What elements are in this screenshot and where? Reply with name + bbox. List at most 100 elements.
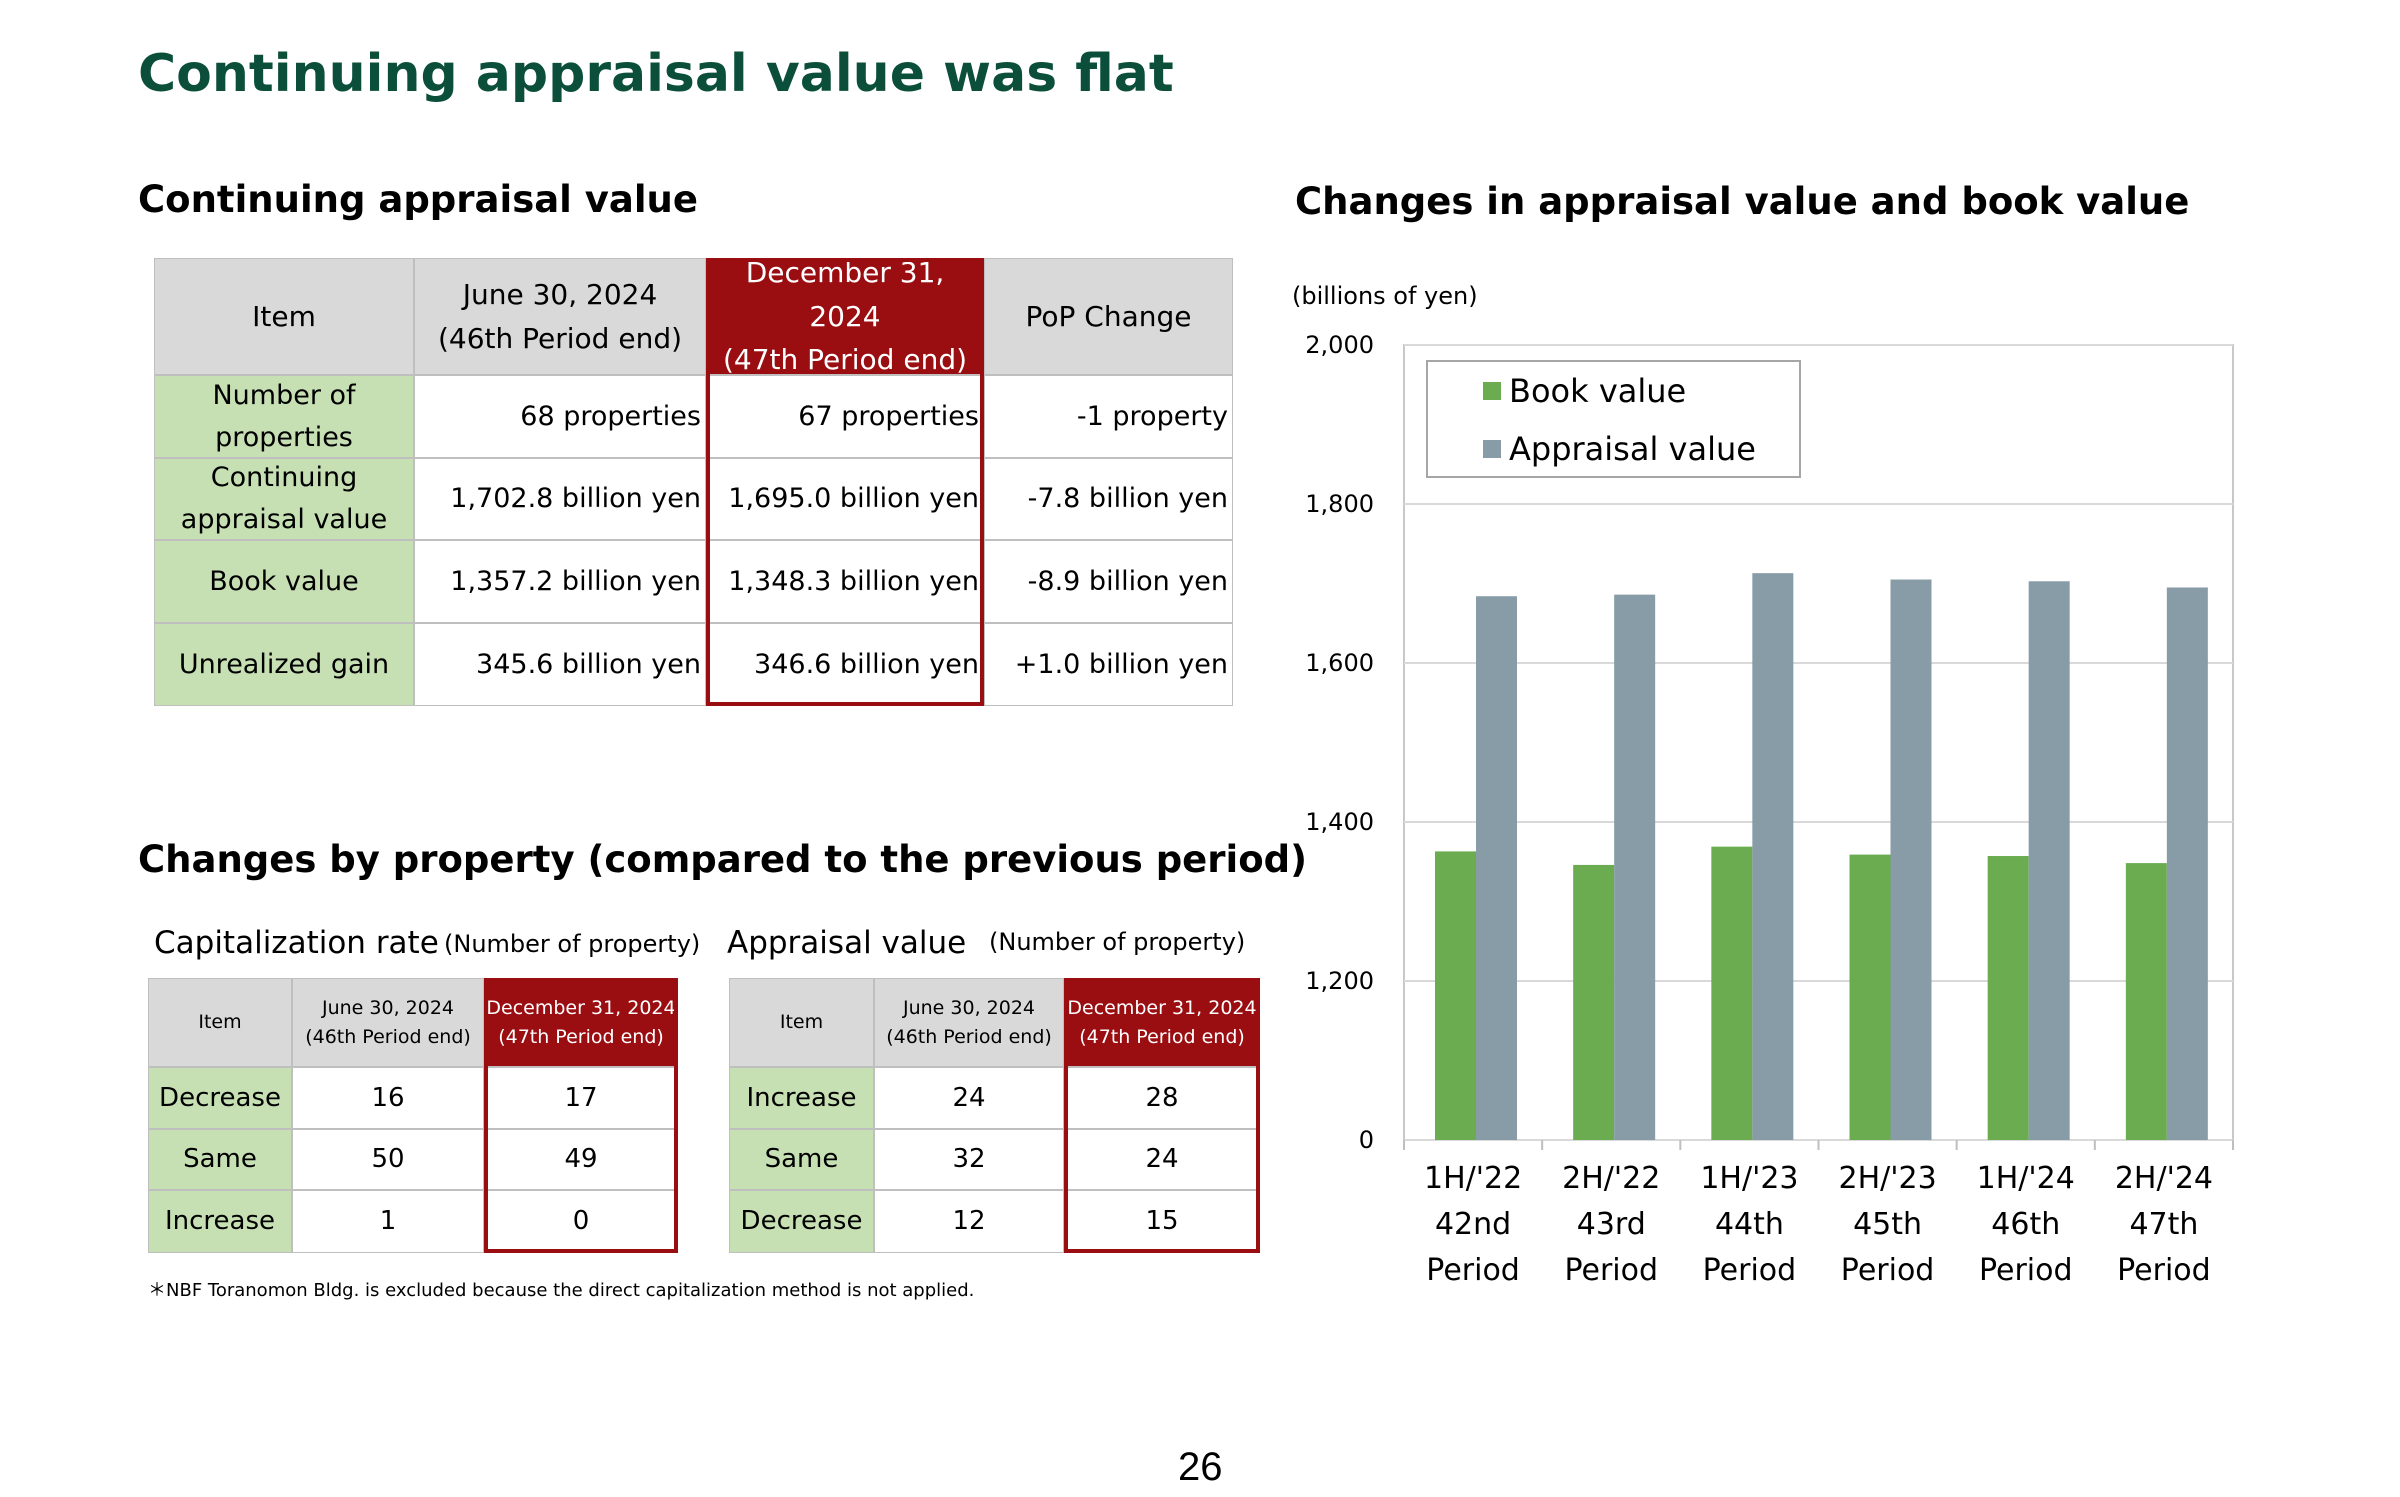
cell-text: 49	[564, 1144, 598, 1175]
cell-text: 345.6 billion yen	[476, 648, 701, 680]
bar	[1573, 864, 1615, 1140]
cell-text: 28	[1145, 1082, 1179, 1113]
x-tick-label: Period	[1841, 1253, 1935, 1288]
header-cell: Item	[154, 258, 414, 375]
y-tick-label: 1,800	[1305, 490, 1374, 518]
table-cell: -7.8 billion yen	[984, 458, 1233, 540]
x-tick-label: Period	[1703, 1253, 1797, 1288]
x-tick-label: 45th	[1853, 1207, 1922, 1242]
table-cell: 346.6 billion yen	[706, 623, 984, 706]
bar	[1849, 854, 1891, 1140]
cell-text: Same	[183, 1144, 257, 1175]
x-tick-label: 1H/'24	[1977, 1161, 2075, 1196]
y-tick-label: 1,200	[1305, 967, 1374, 995]
cell-text: 17	[564, 1082, 598, 1113]
header-cell: June 30, 2024 (46th Period end)	[414, 258, 706, 375]
cell-text: 68 properties	[520, 400, 701, 432]
bar	[1987, 856, 2029, 1140]
cell-text: properties	[215, 421, 353, 453]
table-note: (Number of property)	[989, 928, 1246, 956]
x-tick-label: 44th	[1715, 1207, 1784, 1242]
table-cell: 1	[292, 1190, 484, 1253]
bar	[2166, 587, 2208, 1140]
cell-text: December 31, 2024	[486, 997, 676, 1019]
table-note: (Number of property)	[444, 930, 701, 958]
y-tick-label: 1,600	[1305, 649, 1374, 677]
cell-text: (47th Period end)	[1079, 1025, 1245, 1048]
x-tick-label: 2H/'24	[2115, 1161, 2213, 1196]
page-number: 26	[1178, 1445, 1223, 1489]
table-cell: 12	[874, 1190, 1064, 1253]
x-tick-label: 2H/'23	[1838, 1161, 1936, 1196]
header-cell: June 30, 2024 (46th Period end)	[292, 978, 484, 1067]
bar	[1614, 594, 1656, 1140]
cell-text: 12	[952, 1206, 986, 1237]
cell-text: 1,695.0 billion yen	[728, 483, 979, 515]
table-cell: 1,695.0 billion yen	[706, 458, 984, 540]
cell-text: +1.0 billion yen	[1014, 648, 1228, 680]
cell-text: PoP Change	[1025, 299, 1192, 333]
bar	[1711, 846, 1753, 1140]
header-cell: December 31, 2024 (47th Period end)	[484, 978, 678, 1067]
y-tick-label: 1,400	[1305, 808, 1374, 836]
cell-text: Increase	[746, 1082, 857, 1113]
table-cell: 24	[1064, 1129, 1260, 1190]
cell-text: 346.6 billion yen	[754, 648, 979, 680]
y-tick-label: 2,000	[1305, 331, 1374, 359]
table-cell: 68 properties	[414, 375, 706, 458]
cell-text: -7.8 billion yen	[1027, 483, 1228, 515]
x-tick-label: 47th	[2129, 1207, 2198, 1242]
table-title: Capitalization rate	[154, 925, 439, 961]
cell-text: (47th Period end)	[498, 1025, 664, 1048]
cell-text: 32	[952, 1144, 986, 1175]
table-cell: Increase	[148, 1190, 292, 1253]
table-cell: 17	[484, 1067, 678, 1129]
x-tick-label: 2H/'22	[1562, 1161, 1660, 1196]
bar	[2028, 581, 2070, 1140]
header-cell: Item	[729, 978, 874, 1067]
chart-title: Changes in appraisal value and book valu…	[1295, 180, 2189, 223]
cell-text: 0	[572, 1206, 590, 1237]
cell-text: 67 properties	[798, 400, 979, 432]
header-cell: PoP Change	[984, 258, 1233, 375]
cell-text: December 31, 2024	[745, 256, 945, 333]
x-tick-label: 1H/'23	[1700, 1161, 1798, 1196]
table-cell: 49	[484, 1129, 678, 1190]
table-cell: 28	[1064, 1067, 1260, 1129]
slide-title: Continuing appraisal value was flat	[138, 44, 1174, 104]
cell-text: 1	[379, 1206, 397, 1237]
table-cell: 345.6 billion yen	[414, 623, 706, 706]
cell-text: (47th Period end)	[722, 343, 968, 377]
cell-text: June 30, 2024	[321, 997, 455, 1019]
cell-text: 1,348.3 billion yen	[728, 565, 979, 597]
cell-text: Decrease	[159, 1082, 281, 1113]
x-tick-label: 43rd	[1577, 1207, 1646, 1242]
cell-text: appraisal value	[180, 504, 388, 535]
x-tick-label: Period	[1426, 1253, 1520, 1288]
table-cell: +1.0 billion yen	[984, 623, 1233, 706]
cell-text: Unrealized gain	[178, 648, 390, 680]
table-cell: 0	[484, 1190, 678, 1253]
header-cell: Item	[148, 978, 292, 1067]
y-tick-label: 0	[1359, 1126, 1374, 1154]
x-tick-label: 1H/'22	[1424, 1161, 1522, 1196]
table-cell: -1 property	[984, 375, 1233, 458]
cell-text: 16	[371, 1082, 405, 1113]
cell-text: June 30, 2024	[462, 278, 658, 312]
table-cell: 50	[292, 1129, 484, 1190]
cell-text: Item	[252, 299, 316, 333]
cell-text: 15	[1145, 1206, 1179, 1237]
table-cell: Same	[148, 1129, 292, 1190]
table-cell: 67 properties	[706, 375, 984, 458]
legend-label: Book value	[1509, 372, 1686, 410]
bar	[1435, 851, 1476, 1140]
table-cell: Same	[729, 1129, 874, 1190]
cell-text: Increase	[164, 1206, 276, 1237]
table-cell: Book value	[154, 540, 414, 623]
table-cell: Decrease	[148, 1067, 292, 1129]
header-cell: December 31, 2024 (47th Period end)	[706, 256, 984, 376]
cell-text: 24	[1145, 1144, 1179, 1175]
cell-text: Continuing	[210, 462, 358, 494]
cell-text: December 31, 2024	[1067, 997, 1257, 1019]
